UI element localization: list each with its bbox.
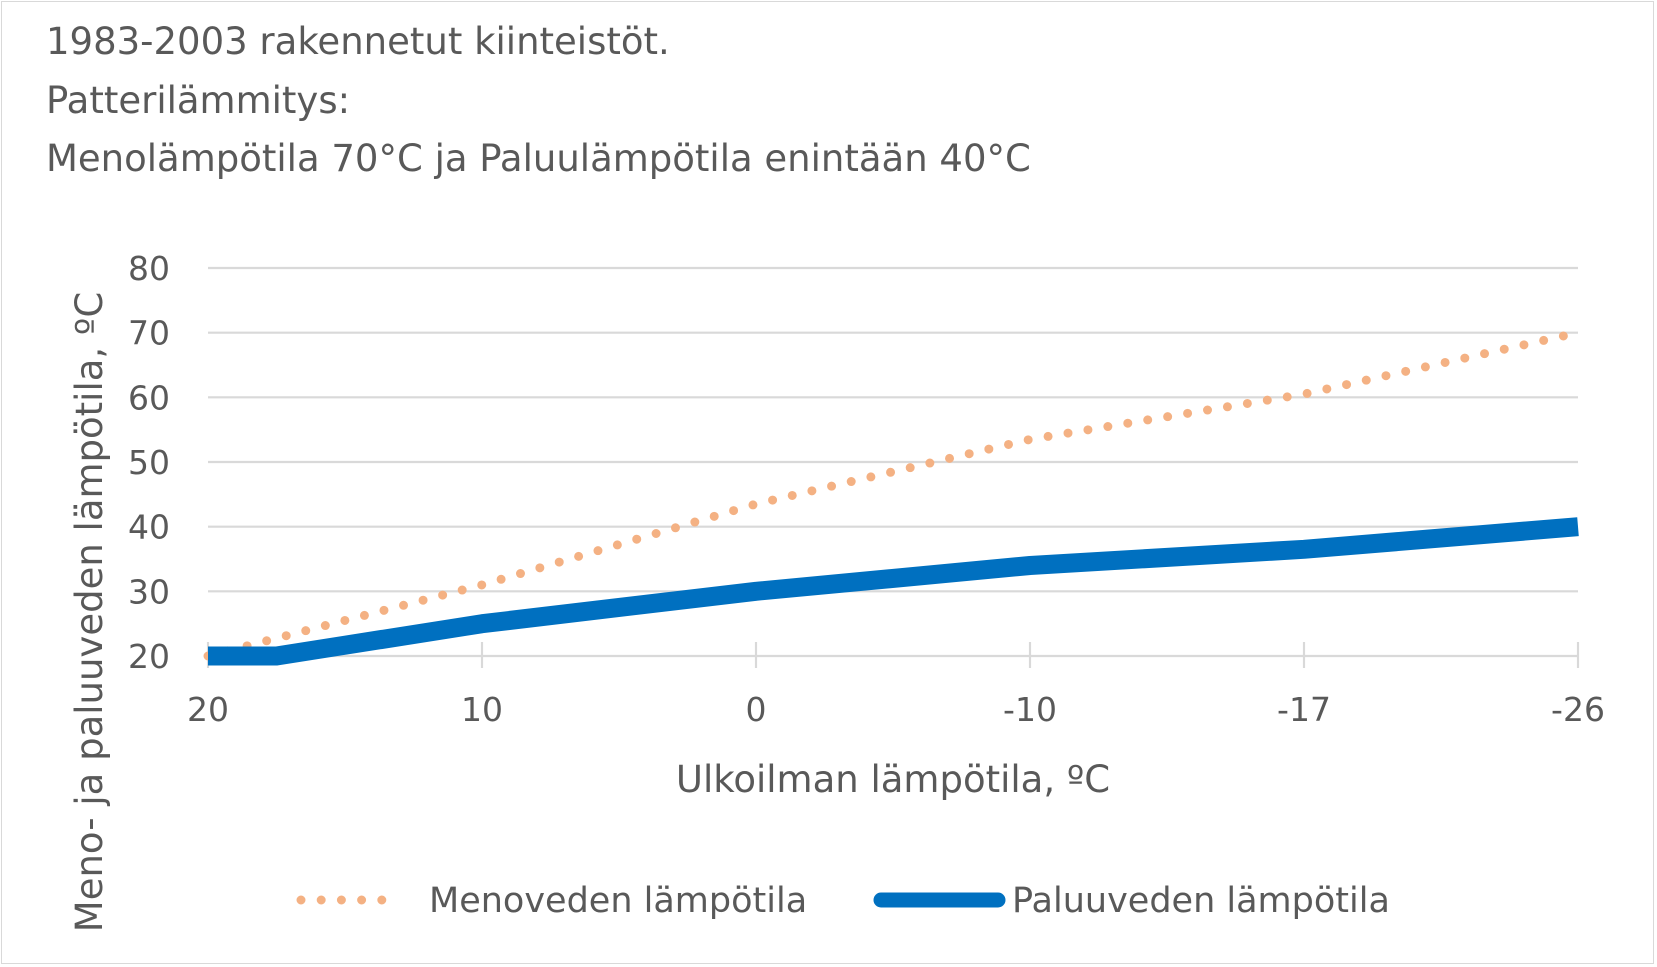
series-line-menoveden	[203, 328, 1583, 661]
y-tick-label: 70	[128, 314, 170, 353]
y-tick-label: 40	[128, 508, 170, 547]
title-line-3: Menolämpötila 70°C ja Paluulämpötila eni…	[46, 137, 1031, 180]
x-tick-label: -10	[1003, 690, 1057, 729]
x-tick-label: 20	[187, 690, 229, 729]
y-tick-label: 50	[128, 443, 170, 482]
series-line-paluuveden	[208, 517, 1579, 666]
x-tick-label: -26	[1551, 690, 1605, 729]
x-axis: 20 10 0 -10 -17 -26	[187, 642, 1605, 729]
title-line-2: Patterilämmitys:	[46, 79, 350, 122]
y-tick-label: 60	[128, 378, 170, 417]
y-tick-label: 20	[128, 637, 170, 676]
chart-title: 1983-2003 rakennetut kiinteistöt. Patter…	[46, 20, 1031, 180]
x-tick-label: 0	[746, 690, 767, 729]
series-lines	[203, 328, 1583, 666]
x-tick-label: -17	[1277, 690, 1331, 729]
legend-label-paluuveden: Paluuveden lämpötila	[1012, 881, 1390, 921]
y-axis-title: Meno- ja paluuveden lämpötila, ºC	[68, 292, 111, 932]
y-tick-label: 30	[128, 572, 170, 611]
y-tick-label: 80	[128, 249, 170, 288]
y-tick-labels: 20 30 40 50 60 70 80	[128, 249, 170, 676]
title-line-1: 1983-2003 rakennetut kiinteistöt.	[46, 20, 670, 63]
legend-label-menoveden: Menoveden lämpötila	[429, 881, 807, 921]
gridlines	[208, 266, 1578, 658]
x-tick-label: 10	[461, 690, 503, 729]
legend: Menoveden lämpötila Paluuveden lämpötila	[296, 881, 1390, 921]
x-axis-title: Ulkoilman lämpötila, ºC	[676, 758, 1110, 801]
